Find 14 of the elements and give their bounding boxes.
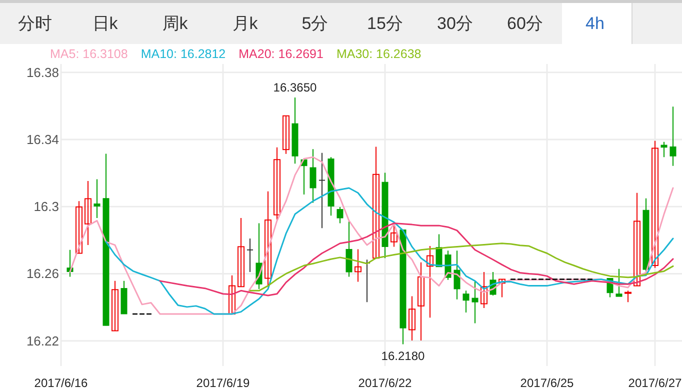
x-tick-label: 2017/6/19 bbox=[196, 376, 250, 390]
y-tick-label: 16.22 bbox=[26, 333, 59, 348]
x-tick-label: 2017/6/16 bbox=[34, 376, 88, 390]
annotation: 16.3650 bbox=[273, 80, 318, 95]
y-tick-label: 16.34 bbox=[26, 132, 59, 147]
x-tick-label: 2017/6/25 bbox=[520, 376, 574, 390]
tabs: 分时 日k 周k 月k 5分 15分 30分 60分 4h bbox=[0, 0, 682, 45]
legend: MA5: 16.3108 MA10: 16.2812 MA20: 16.2691 MA30: 16.2638 bbox=[50, 47, 422, 61]
x-tick-label: 2017/6/27 bbox=[628, 376, 682, 390]
y-tick-label: 16.26 bbox=[26, 266, 59, 282]
y-tick-label: 16.38 bbox=[26, 64, 59, 80]
annotation: 16.2180 bbox=[381, 349, 426, 364]
x-tick-label: 2017/6/22 bbox=[358, 376, 412, 390]
y-tick-label: 16.3 bbox=[34, 199, 59, 214]
